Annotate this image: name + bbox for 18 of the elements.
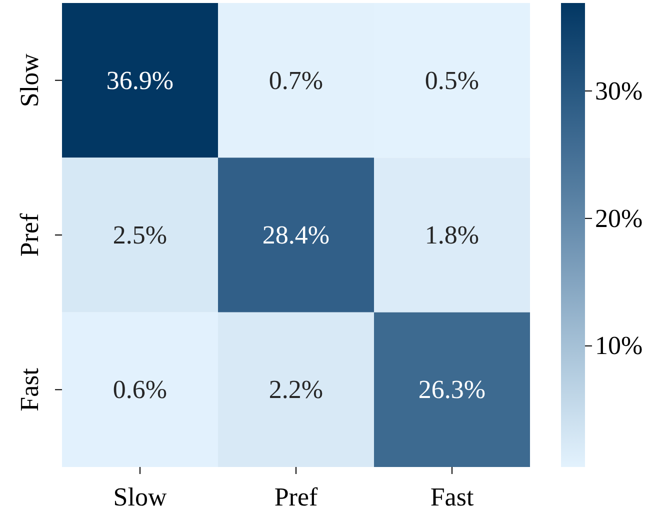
color-bar-label: 20% bbox=[595, 204, 643, 233]
data-label: 28.4% bbox=[262, 220, 330, 250]
data-label: 0.6% bbox=[112, 375, 168, 404]
x-tick-label: Fast bbox=[430, 482, 474, 512]
color-bar-label: 30% bbox=[595, 76, 643, 106]
y-tick-label: Pref bbox=[15, 213, 44, 257]
data-label: 0.5% bbox=[424, 66, 480, 95]
y-tick-label: Fast bbox=[15, 367, 44, 412]
color-bar-label: 10% bbox=[595, 331, 643, 360]
x-tick-label: Slow bbox=[113, 482, 167, 512]
data-label: 2.5% bbox=[112, 220, 168, 250]
data-label: 26.3% bbox=[418, 375, 486, 404]
data-label: 1.8% bbox=[424, 220, 480, 250]
data-label: 36.9% bbox=[106, 66, 174, 95]
x-tick-label: Pref bbox=[274, 482, 318, 512]
y-tick-label: Slow bbox=[15, 53, 44, 108]
data-label: 0.7% bbox=[268, 66, 324, 95]
data-label: 2.2% bbox=[268, 375, 324, 404]
